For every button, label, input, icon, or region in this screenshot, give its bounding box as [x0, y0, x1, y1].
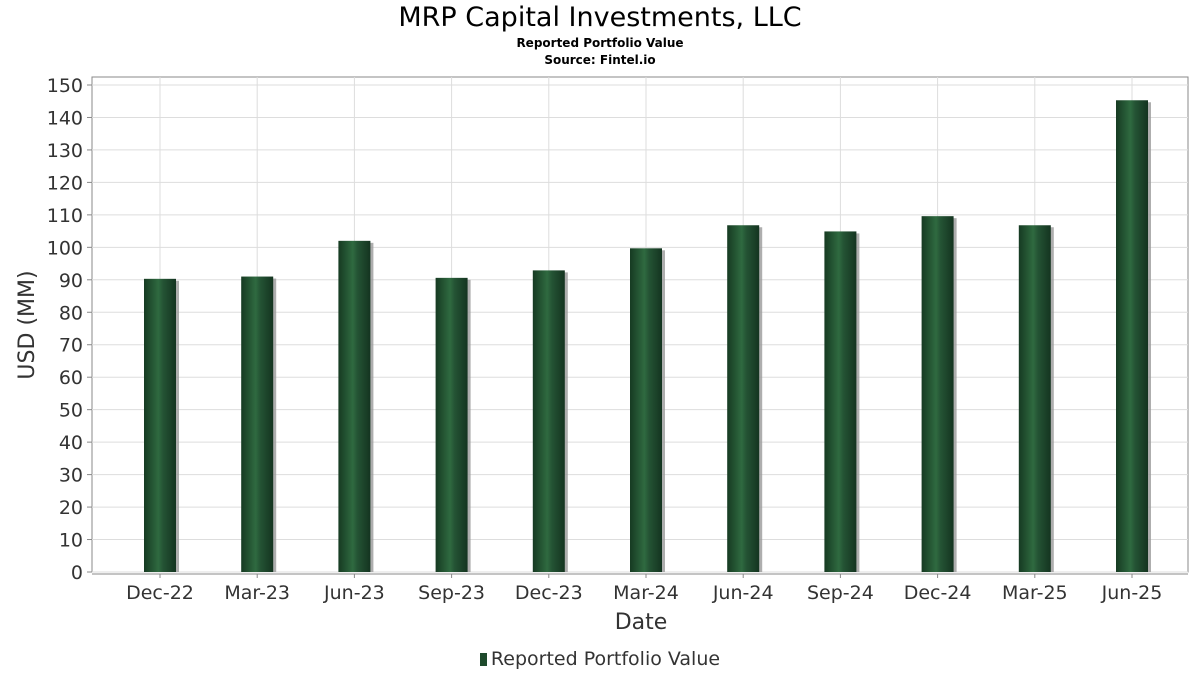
legend-label: Reported Portfolio Value	[490, 648, 721, 670]
x-tick-label: Mar-25	[1002, 582, 1068, 604]
bar	[921, 216, 954, 572]
x-tick-label: Jun-24	[712, 582, 774, 604]
y-tick-label: 90	[59, 270, 83, 292]
x-tick-label: Dec-24	[904, 582, 972, 604]
y-axis-title: USD (MM)	[15, 270, 40, 379]
chart-subtitle: Reported Portfolio Value	[516, 36, 684, 50]
x-tick-label: Jun-25	[1101, 582, 1163, 604]
x-tick-label: Sep-24	[807, 582, 874, 604]
chart-source: Source: Fintel.io	[544, 53, 656, 67]
y-tick-label: 140	[47, 107, 83, 129]
y-tick-label: 50	[59, 400, 83, 422]
y-tick-label: 150	[47, 75, 83, 97]
y-tick-label: 70	[59, 335, 83, 357]
x-tick-label: Mar-24	[613, 582, 679, 604]
bar	[435, 277, 468, 572]
bar	[338, 240, 371, 572]
y-tick-label: 80	[59, 302, 83, 324]
y-tick-label: 120	[47, 172, 83, 194]
bar	[824, 231, 857, 572]
x-tick-label: Dec-22	[126, 582, 194, 604]
y-tick-label: 100	[47, 237, 83, 259]
legend-swatch	[479, 653, 487, 666]
y-tick-label: 10	[59, 530, 83, 552]
y-tick-label: 0	[71, 562, 83, 584]
chart-title: MRP Capital Investments, LLC	[398, 2, 802, 33]
y-tick-label: 20	[59, 497, 83, 519]
bar	[144, 278, 176, 572]
axes	[87, 84, 1188, 578]
legend: Reported Portfolio Value	[0, 648, 1200, 670]
y-tick-label: 130	[47, 140, 83, 162]
x-axis-title: Date	[615, 610, 668, 635]
x-tick-label: Dec-23	[515, 582, 583, 604]
bar	[727, 225, 760, 573]
bar	[1116, 100, 1148, 572]
x-tick-label: Mar-23	[224, 582, 290, 604]
x-tick-label: Sep-23	[418, 582, 485, 604]
y-tick-label: 30	[59, 465, 83, 487]
bar	[241, 276, 274, 572]
y-tick-label: 40	[59, 432, 83, 454]
x-tick-label: Jun-23	[323, 582, 385, 604]
bar	[630, 248, 662, 573]
bars	[144, 100, 1151, 573]
y-tick-label: 110	[47, 205, 83, 227]
bar	[1018, 225, 1051, 573]
axis-labels: 0 10 20 30 40 50 60 70 80 90 100 110 120 130 140 150 Dec…	[15, 75, 1162, 635]
bar	[532, 270, 565, 572]
y-tick-label: 60	[59, 367, 83, 389]
